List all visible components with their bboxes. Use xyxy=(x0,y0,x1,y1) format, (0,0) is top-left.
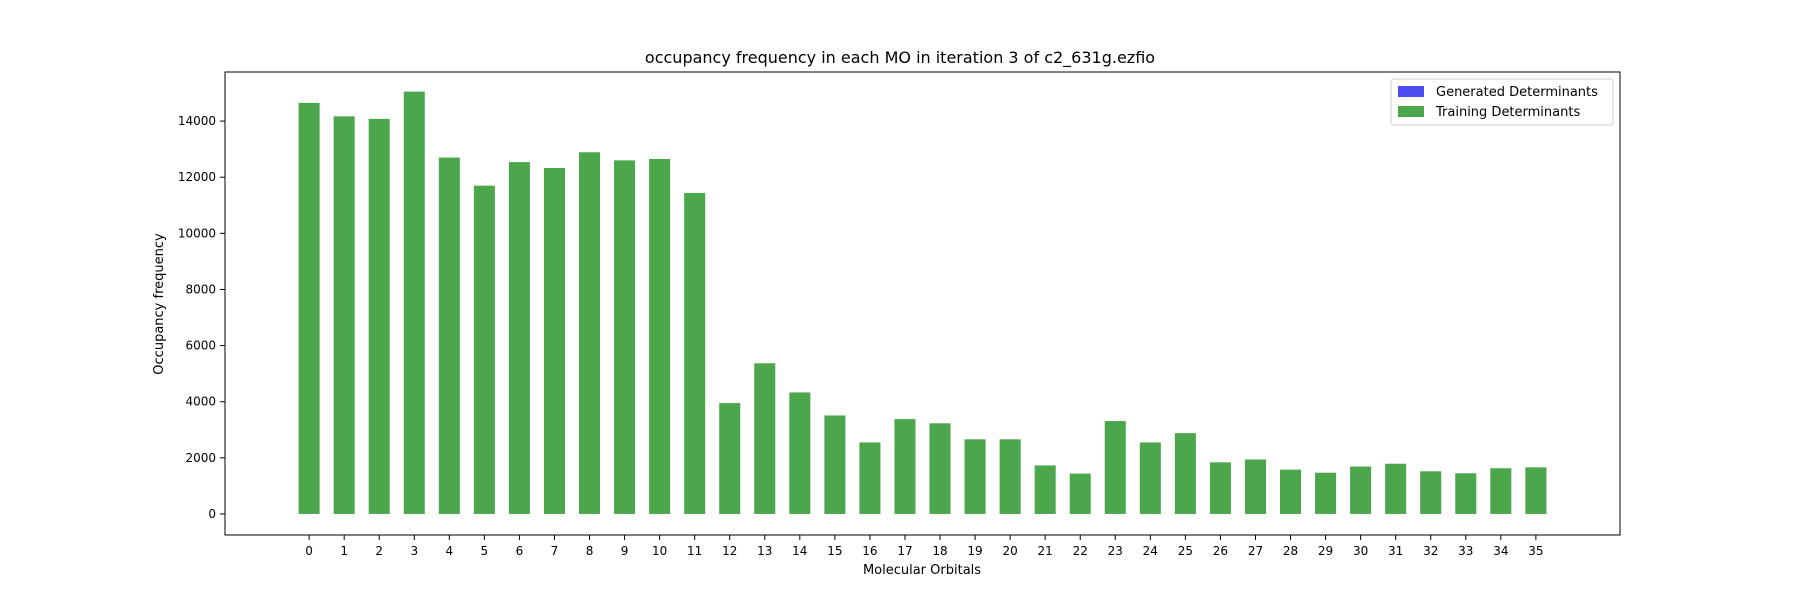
bars-group xyxy=(298,91,1547,514)
bar-training-mo-14 xyxy=(789,392,811,514)
bar-training-mo-16 xyxy=(859,442,881,514)
bar-training-mo-25 xyxy=(1174,433,1196,514)
y-tick-label: 10000 xyxy=(178,226,216,240)
y-tick-label: 14000 xyxy=(178,114,216,128)
bar-training-mo-5 xyxy=(473,185,495,514)
bar-training-mo-20 xyxy=(999,439,1021,514)
x-tick-label: 31 xyxy=(1388,544,1403,558)
x-tick-label: 19 xyxy=(967,544,982,558)
x-tick-label: 2 xyxy=(375,544,383,558)
bar-training-mo-18 xyxy=(929,423,951,514)
y-tick-label: 6000 xyxy=(185,339,216,353)
y-tick-label: 12000 xyxy=(178,170,216,184)
x-tick-label: 7 xyxy=(551,544,559,558)
y-tick-label: 8000 xyxy=(185,282,216,296)
bar-training-mo-1 xyxy=(333,116,355,514)
x-tick-label: 3 xyxy=(410,544,418,558)
x-tick-label: 8 xyxy=(586,544,594,558)
bar-training-mo-13 xyxy=(754,363,776,514)
bar-training-mo-3 xyxy=(403,91,425,514)
x-tick-label: 4 xyxy=(446,544,454,558)
bar-training-mo-26 xyxy=(1209,462,1231,514)
legend-label-generated: Generated Determinants xyxy=(1436,85,1598,100)
x-tick-label: 22 xyxy=(1073,544,1088,558)
bar-training-mo-29 xyxy=(1315,472,1337,514)
x-tick-label: 9 xyxy=(621,544,629,558)
x-tick-label: 33 xyxy=(1458,544,1473,558)
legend: Generated Determinants Training Determin… xyxy=(1390,78,1614,126)
x-tick-label: 5 xyxy=(481,544,489,558)
x-tick-label: 26 xyxy=(1213,544,1228,558)
bar-training-mo-8 xyxy=(579,152,601,514)
x-tick-label: 27 xyxy=(1248,544,1263,558)
bar-training-mo-27 xyxy=(1244,459,1266,514)
x-tick-label: 29 xyxy=(1318,544,1333,558)
x-tick-label: 21 xyxy=(1038,544,1053,558)
x-tick-label: 25 xyxy=(1178,544,1193,558)
y-axis-label: Occupancy frequency xyxy=(152,233,167,375)
bar-training-mo-30 xyxy=(1350,466,1372,514)
bar-training-mo-22 xyxy=(1069,473,1091,514)
bar-training-mo-31 xyxy=(1385,463,1407,514)
bar-training-mo-4 xyxy=(438,157,460,514)
x-tick-label: 20 xyxy=(1002,544,1017,558)
bar-training-mo-12 xyxy=(719,403,741,514)
bar-training-mo-28 xyxy=(1280,469,1302,514)
y-tick-label: 2000 xyxy=(185,451,216,465)
bar-training-mo-35 xyxy=(1525,467,1547,514)
x-tick-label: 18 xyxy=(932,544,947,558)
bar-training-mo-7 xyxy=(543,167,565,514)
x-tick-label: 17 xyxy=(897,544,912,558)
bar-training-mo-2 xyxy=(368,118,390,514)
x-tick-label: 15 xyxy=(827,544,842,558)
x-tick-label: 23 xyxy=(1108,544,1123,558)
x-axis-label: Molecular Orbitals xyxy=(863,563,981,578)
x-tick-label: 14 xyxy=(792,544,807,558)
y-tick-label: 0 xyxy=(208,507,216,521)
bar-training-mo-17 xyxy=(894,419,916,514)
bar-training-mo-34 xyxy=(1490,468,1512,514)
x-tick-label: 0 xyxy=(305,544,313,558)
x-tick-label: 30 xyxy=(1353,544,1368,558)
y-ticks: 0 2000 4000 6000 8000 10000 12000 14000 xyxy=(178,114,225,521)
x-tick-label: 6 xyxy=(516,544,524,558)
x-tick-label: 34 xyxy=(1493,544,1508,558)
legend-frame xyxy=(1390,78,1614,126)
bar-training-mo-23 xyxy=(1104,421,1126,514)
bar-training-mo-24 xyxy=(1139,442,1161,514)
y-tick-label: 4000 xyxy=(185,395,216,409)
bar-training-mo-21 xyxy=(1034,465,1056,514)
plot-frame xyxy=(224,71,1621,536)
x-tick-label: 24 xyxy=(1143,544,1158,558)
x-ticks: 0 1 2 3 4 5 6 7 8 9 10 11 12 13 14 15 16 17 18 19 20 21 22 23 24… xyxy=(305,535,1544,558)
x-tick-label: 13 xyxy=(757,544,772,558)
x-tick-label: 35 xyxy=(1528,544,1543,558)
x-tick-label: 28 xyxy=(1283,544,1298,558)
bar-training-mo-0 xyxy=(298,102,320,514)
bar-training-mo-6 xyxy=(508,162,530,514)
x-tick-label: 11 xyxy=(687,544,702,558)
bar-training-mo-33 xyxy=(1455,473,1477,514)
bar-training-mo-9 xyxy=(614,160,636,514)
legend-swatch-generated xyxy=(1398,86,1424,97)
legend-label-training: Training Determinants xyxy=(1435,105,1580,120)
bar-training-mo-11 xyxy=(684,192,706,514)
bar-training-mo-10 xyxy=(649,158,671,514)
x-tick-label: 10 xyxy=(652,544,667,558)
bar-training-mo-19 xyxy=(964,439,986,514)
x-tick-label: 32 xyxy=(1423,544,1438,558)
bar-training-mo-32 xyxy=(1420,471,1442,514)
bar-training-mo-15 xyxy=(824,415,846,514)
legend-swatch-training xyxy=(1398,106,1424,117)
x-tick-label: 12 xyxy=(722,544,737,558)
x-tick-label: 1 xyxy=(340,544,348,558)
chart-title: occupancy frequency in each MO in iterat… xyxy=(645,48,1155,68)
x-tick-label: 16 xyxy=(862,544,877,558)
